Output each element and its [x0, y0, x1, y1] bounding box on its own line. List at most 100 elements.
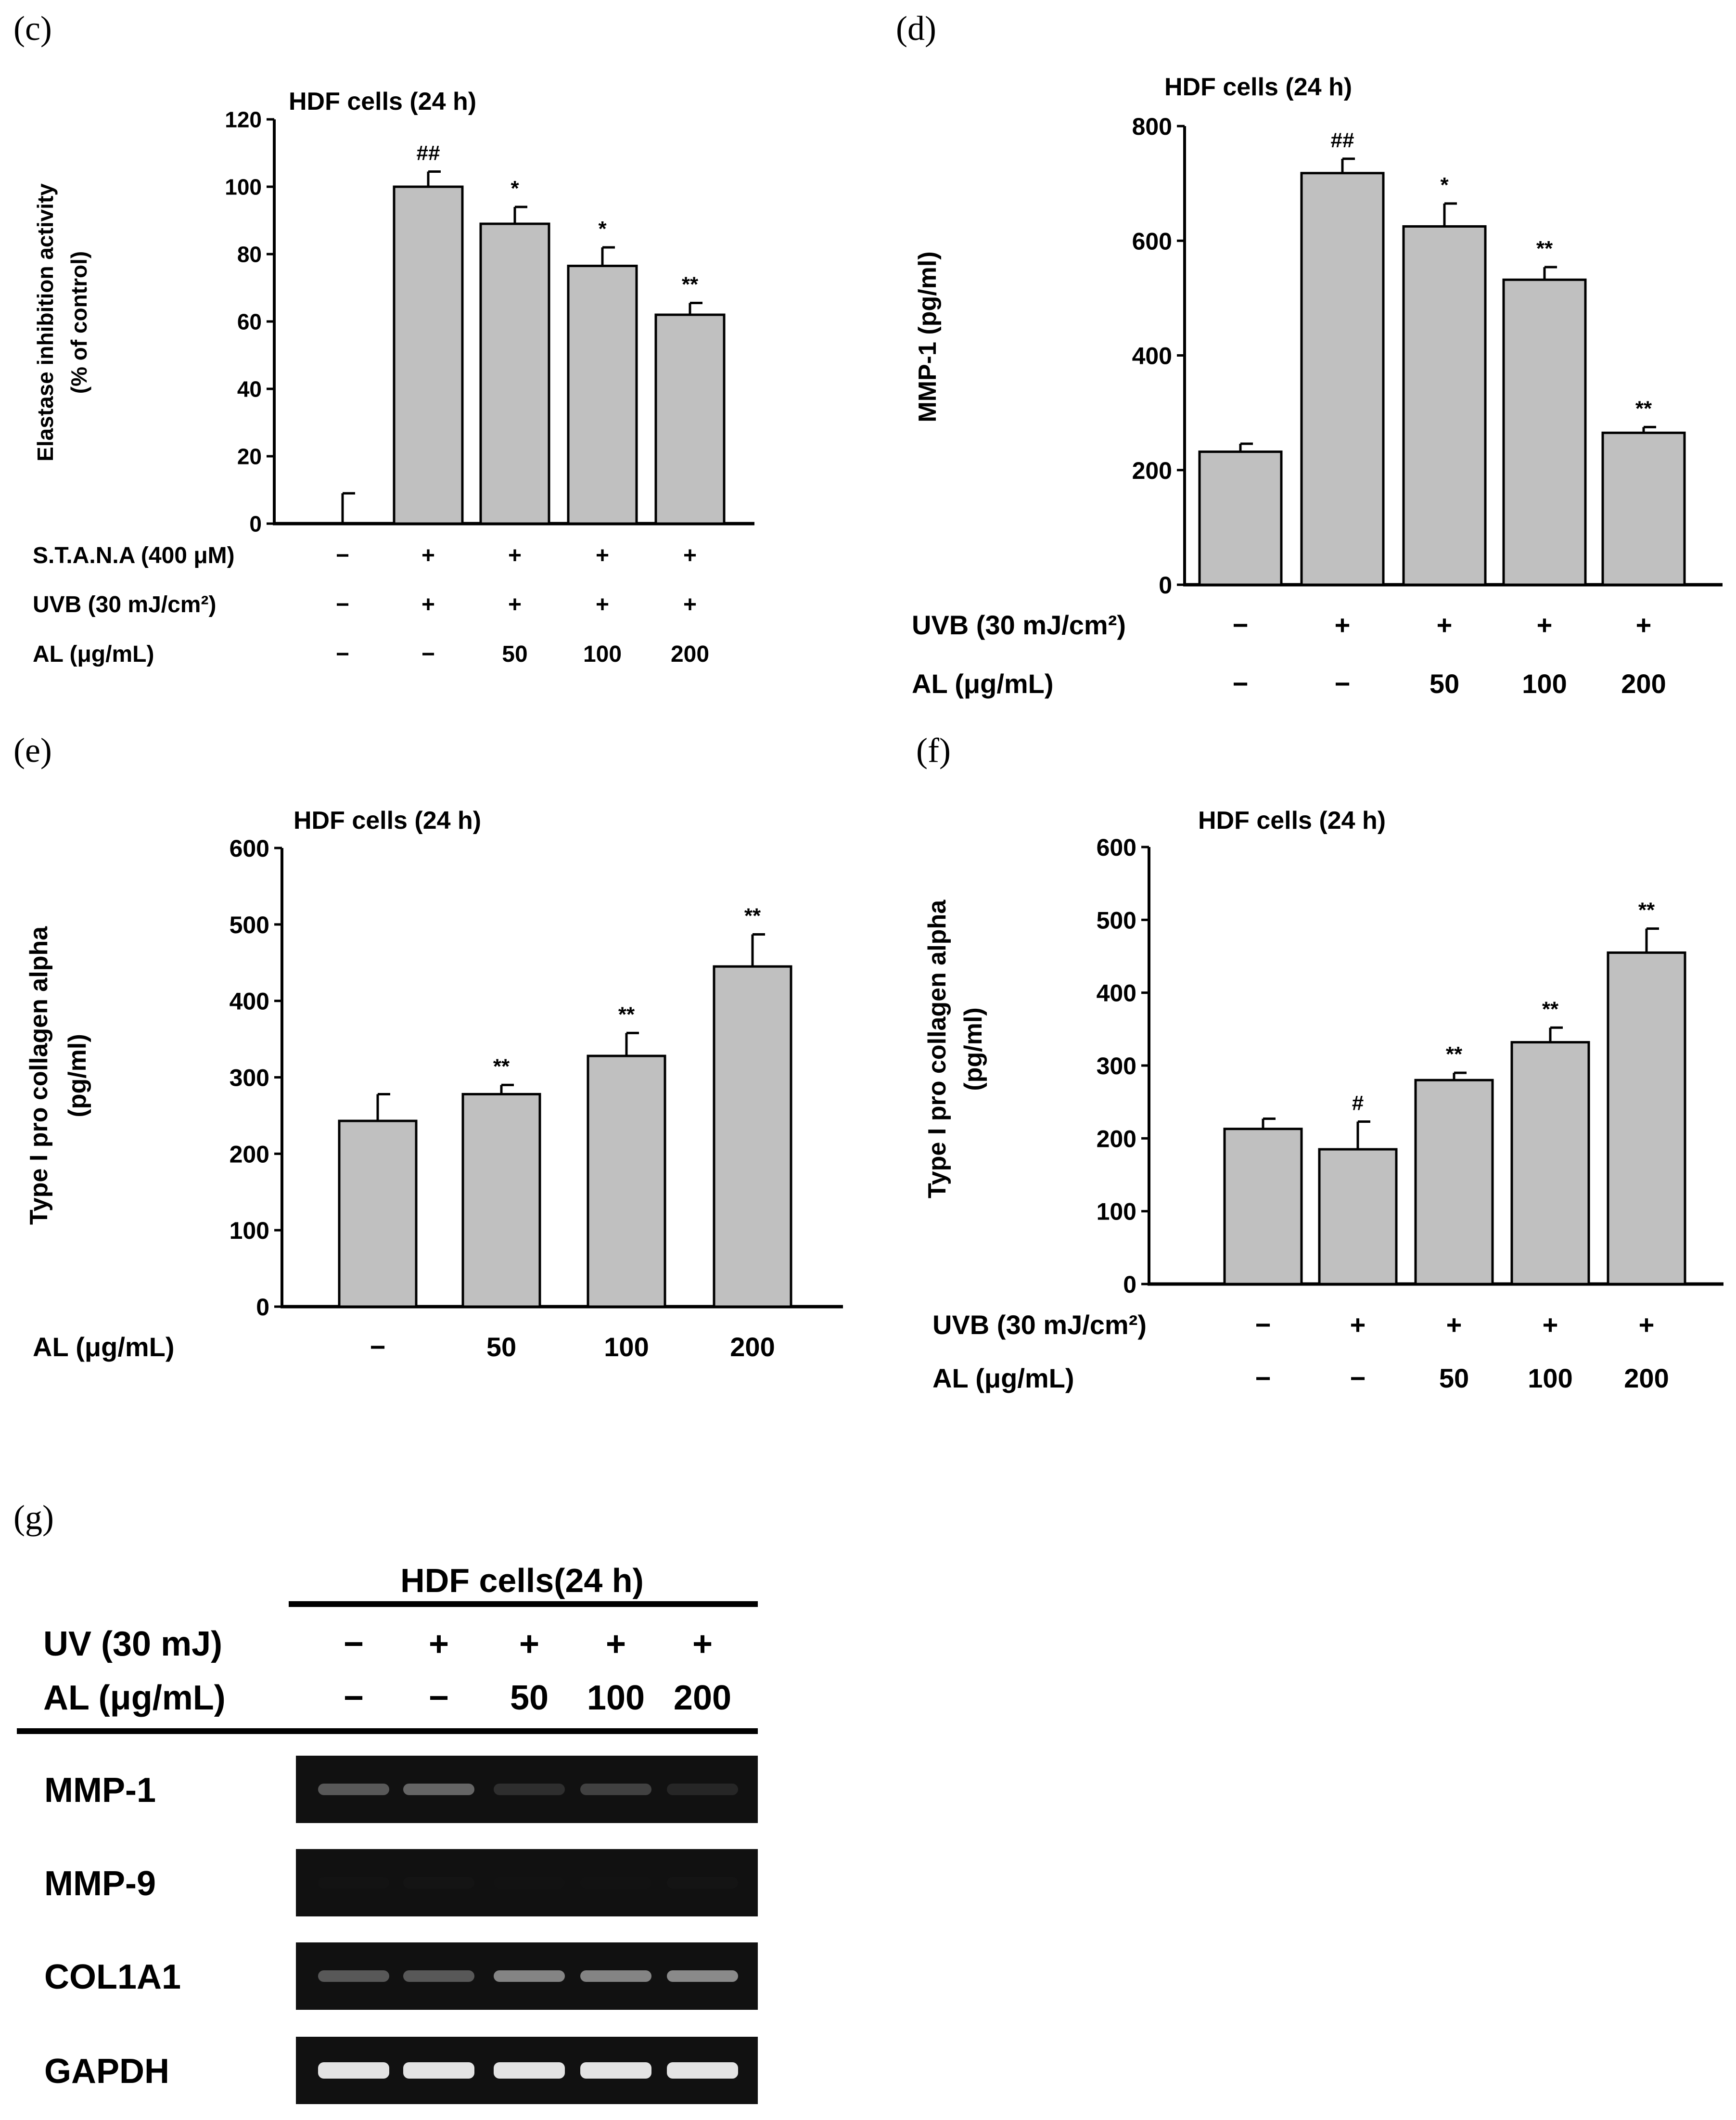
gel-condition-value: 100	[587, 1679, 645, 1717]
significance-label: **	[1536, 237, 1553, 260]
significance-label: **	[1638, 898, 1655, 922]
y-tick-label: 0	[1123, 1271, 1136, 1298]
y-tick-label: 0	[1159, 572, 1172, 599]
gel-blot	[296, 1849, 758, 1916]
gel-condition-label: AL (μg/mL)	[43, 1679, 226, 1717]
significance-label: **	[618, 1002, 635, 1026]
chart-title: HDF cells (24 h)	[1198, 807, 1386, 835]
chart-title: HDF cells (24 h)	[289, 88, 476, 116]
significance-label: **	[682, 273, 699, 296]
bar	[1414, 1079, 1494, 1285]
condition-value: +	[1335, 610, 1351, 640]
condition-value: +	[596, 592, 609, 617]
bar	[479, 222, 550, 525]
y-tick-label: 20	[237, 444, 262, 469]
y-tick-label: 120	[225, 107, 262, 132]
significance-label: ##	[1331, 128, 1354, 152]
condition-value: −	[1233, 610, 1249, 640]
condition-value: +	[421, 543, 435, 568]
gel-band	[318, 1877, 389, 1889]
condition-value: 100	[1528, 1363, 1572, 1393]
bar	[1402, 225, 1487, 586]
gel-row-label: GAPDH	[44, 2052, 169, 2091]
y-axis-label-units: (pg/ml)	[64, 1034, 91, 1117]
condition-label: UVB (30 mJ/cm²)	[33, 592, 216, 617]
gel-band	[318, 2062, 389, 2079]
y-tick-label: 0	[249, 512, 262, 537]
y-tick-label: 100	[225, 175, 262, 200]
condition-value: 100	[1522, 668, 1567, 699]
condition-value: 200	[671, 642, 709, 667]
bar	[1601, 431, 1686, 586]
y-tick-label: 800	[1132, 113, 1172, 140]
significance-label: ##	[417, 141, 440, 165]
gel-band	[667, 1784, 738, 1795]
condition-value: −	[336, 543, 349, 568]
y-tick-label: 300	[1097, 1053, 1136, 1079]
significance-label: **	[744, 904, 761, 927]
condition-value: −	[370, 1332, 386, 1362]
gel-band	[580, 1877, 651, 1889]
y-tick-label: 400	[1132, 343, 1172, 370]
condition-value: 50	[1439, 1363, 1469, 1393]
bar	[338, 1119, 418, 1308]
gel-condition-value: 200	[674, 1679, 731, 1717]
gel-condition-label: UV (30 mJ)	[43, 1625, 222, 1663]
condition-value: +	[683, 543, 697, 568]
y-axis-label-units: (pg/ml)	[959, 1007, 987, 1091]
gel-band	[494, 1877, 565, 1889]
condition-label: AL (μg/mL)	[33, 1332, 175, 1362]
gel-band	[667, 1877, 738, 1889]
condition-label: AL (μg/mL)	[912, 668, 1054, 699]
gel-condition-value: +	[692, 1625, 713, 1663]
gel-row-label: MMP-9	[44, 1864, 156, 1903]
y-tick-label: 600	[230, 835, 269, 862]
panel-label-c: (c)	[13, 9, 52, 48]
condition-value: +	[683, 592, 697, 617]
condition-value: −	[1233, 668, 1249, 699]
condition-value: 200	[730, 1332, 775, 1362]
bar	[587, 1054, 666, 1308]
significance-label: **	[1446, 1042, 1463, 1066]
significance-label: #	[1352, 1092, 1364, 1115]
significance-label: *	[511, 177, 519, 200]
gel-band	[494, 2062, 565, 2079]
significance-label: *	[598, 217, 607, 241]
condition-label: S.T.A.N.A (400 μM)	[33, 543, 235, 568]
y-axis-label: Elastase inhibition activity	[33, 183, 58, 462]
gel-band	[318, 1784, 389, 1795]
condition-value: +	[508, 592, 522, 617]
gel-condition-value: +	[519, 1625, 539, 1663]
condition-value: −	[1335, 668, 1351, 699]
condition-value: 50	[486, 1332, 516, 1362]
y-tick-label: 600	[1097, 834, 1136, 861]
condition-value: +	[508, 543, 522, 568]
y-axis-label-units: (% of control)	[66, 251, 91, 394]
panel-label-f: (f)	[916, 731, 951, 770]
significance-label: **	[1542, 997, 1559, 1021]
panel-label-g: (g)	[13, 1498, 54, 1537]
panel-label-e: (e)	[13, 731, 52, 770]
gel-row-label: COL1A1	[44, 1958, 181, 1996]
y-tick-label: 500	[1097, 907, 1136, 934]
y-tick-label: 600	[1132, 228, 1172, 255]
gel-band	[403, 1970, 474, 1982]
gel-band	[403, 2062, 474, 2079]
gel-band	[318, 1970, 389, 1982]
chart-title: HDF cells (24 h)	[1164, 73, 1352, 101]
condition-value: 100	[604, 1332, 649, 1362]
gel-title: HDF cells(24 h)	[400, 1562, 644, 1599]
gel-band	[667, 1970, 738, 1982]
condition-value: −	[336, 592, 349, 617]
gel-row-label: MMP-1	[44, 1771, 156, 1810]
significance-label: **	[1635, 397, 1652, 420]
condition-label: AL (μg/mL)	[932, 1363, 1074, 1393]
y-tick-label: 0	[256, 1294, 269, 1321]
condition-value: +	[1639, 1310, 1655, 1340]
bar	[1318, 1148, 1398, 1285]
gel-band	[580, 1784, 651, 1795]
y-tick-label: 400	[1097, 980, 1136, 1007]
